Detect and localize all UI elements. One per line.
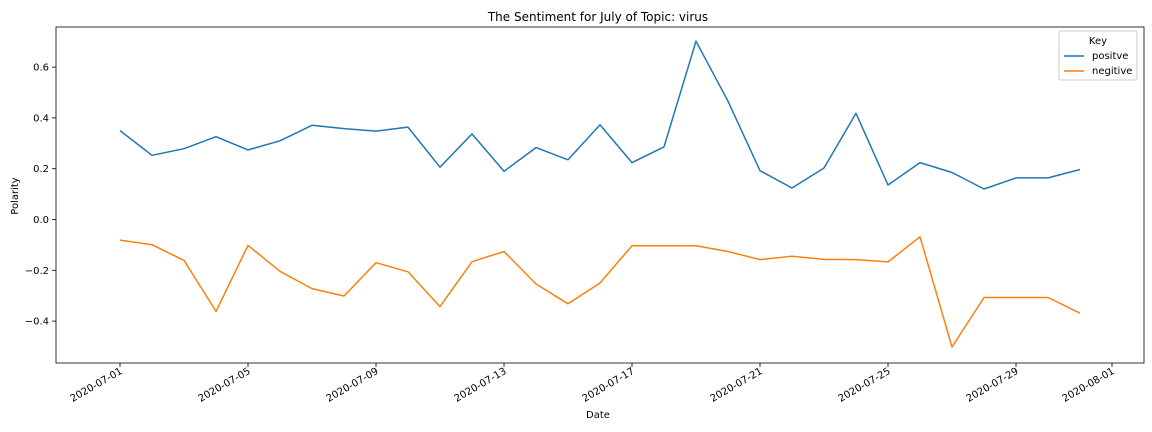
y-tick-label: 0.0 xyxy=(33,215,49,226)
x-tick-label: 2020-07-17 xyxy=(581,366,637,405)
y-tick-label: 0.4 xyxy=(33,113,49,124)
x-tick-label: 2020-07-25 xyxy=(837,366,893,405)
x-tick-label: 2020-07-09 xyxy=(325,366,381,405)
x-tick-label: 2020-07-01 xyxy=(69,366,125,405)
y-tick-label: −0.4 xyxy=(25,317,49,328)
x-tick-label: 2020-07-13 xyxy=(453,366,509,405)
series-line-positve xyxy=(119,40,1081,190)
legend-label-negitive: negitive xyxy=(1092,66,1132,77)
plot-frame xyxy=(55,26,1145,364)
series-line-negitive xyxy=(119,236,1081,348)
y-tick-label: 0.6 xyxy=(33,63,49,74)
legend: Key positve negitive xyxy=(1058,30,1138,81)
legend-label-positve: positve xyxy=(1092,51,1128,62)
y-axis-title: Polarity xyxy=(10,177,21,215)
y-tick-label: −0.2 xyxy=(25,266,49,277)
chart-title: The Sentiment for July of Topic: virus xyxy=(487,10,708,24)
x-tick-label: 2020-08-01 xyxy=(1061,366,1117,405)
legend-title: Key xyxy=(1089,36,1107,47)
x-tick-label: 2020-07-05 xyxy=(197,366,253,405)
x-tick-label: 2020-07-21 xyxy=(709,366,765,405)
x-tick-label: 2020-07-29 xyxy=(965,366,1021,405)
x-axis-title: Date xyxy=(586,410,610,421)
legend-box xyxy=(1058,30,1138,81)
y-tick-label: 0.2 xyxy=(33,164,49,175)
